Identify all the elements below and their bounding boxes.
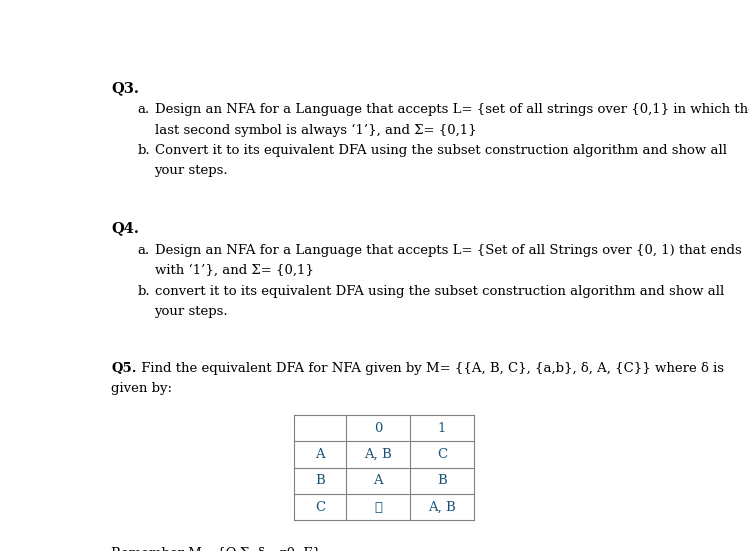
Text: Q5.: Q5.	[111, 362, 136, 375]
Text: Convert it to its equivalent DFA using the subset construction algorithm and sho: Convert it to its equivalent DFA using t…	[154, 144, 727, 157]
Text: a.: a.	[137, 244, 149, 257]
Text: b.: b.	[137, 144, 150, 157]
Text: your steps.: your steps.	[154, 164, 228, 177]
Text: ∅: ∅	[374, 500, 382, 514]
Text: Find the equivalent DFA for NFA given by M= {{A, B, C}, {a,b}, δ, A, {C}} where : Find the equivalent DFA for NFA given by…	[137, 362, 724, 375]
Text: a.: a.	[137, 104, 149, 116]
Text: b.: b.	[137, 285, 150, 298]
Text: given by:: given by:	[111, 382, 172, 396]
Text: A, B: A, B	[364, 448, 392, 461]
Text: with ‘1’}, and Σ= {0,1}: with ‘1’}, and Σ= {0,1}	[154, 264, 313, 277]
Text: 0: 0	[374, 422, 382, 435]
Text: A, B: A, B	[428, 500, 456, 514]
Text: convert it to its equivalent DFA using the subset construction algorithm and sho: convert it to its equivalent DFA using t…	[154, 285, 724, 298]
Text: C: C	[437, 448, 447, 461]
Text: A: A	[373, 474, 383, 487]
Text: C: C	[315, 500, 325, 514]
Text: 1: 1	[437, 422, 446, 435]
Text: Remember M= {Q,Σ ,δ , q0, F}: Remember M= {Q,Σ ,δ , q0, F}	[111, 547, 321, 551]
Text: Design an NFA for a Language that accepts L= {Set of all Strings over {0, 1) tha: Design an NFA for a Language that accept…	[154, 244, 742, 257]
Text: your steps.: your steps.	[154, 305, 228, 318]
Text: B: B	[315, 474, 325, 487]
Text: B: B	[437, 474, 447, 487]
Text: Q4.: Q4.	[111, 222, 139, 235]
Text: Q3.: Q3.	[111, 81, 139, 95]
Text: Design an NFA for a Language that accepts L= {set of all strings over {0,1} in w: Design an NFA for a Language that accept…	[154, 104, 749, 116]
Text: A: A	[315, 448, 325, 461]
Text: last second symbol is always ‘1’}, and Σ= {0,1}: last second symbol is always ‘1’}, and Σ…	[154, 124, 476, 137]
